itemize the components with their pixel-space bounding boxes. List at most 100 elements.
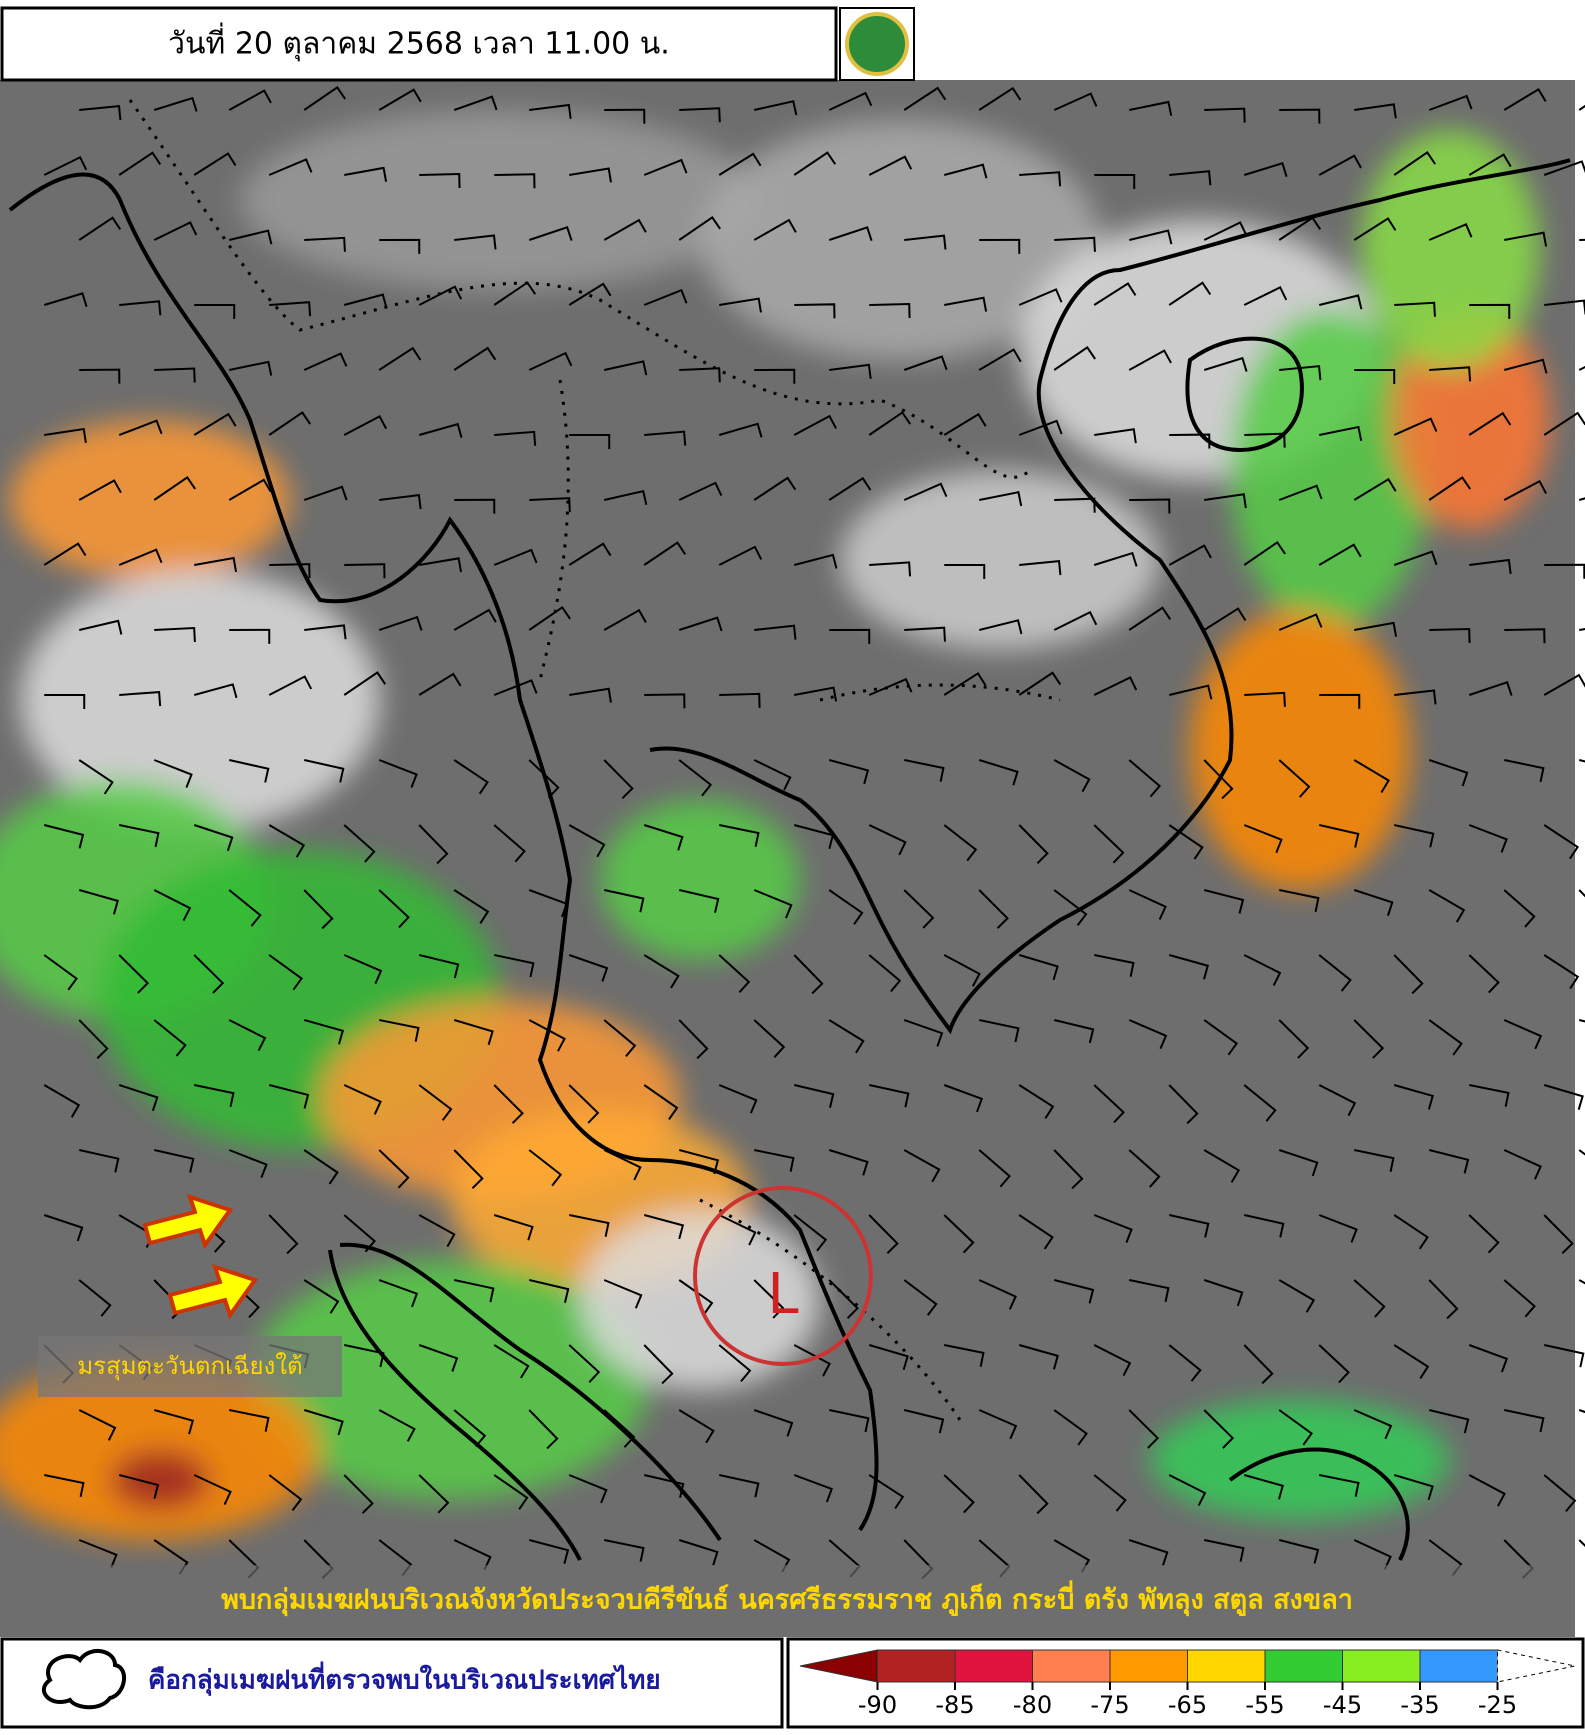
wind-barb — [493, 548, 538, 566]
wind-barb — [153, 96, 198, 112]
scale-tick-label: -80 — [1013, 1691, 1052, 1719]
wind-barb — [78, 1279, 112, 1317]
wind-barb — [1244, 432, 1286, 448]
wind-barb — [678, 481, 723, 501]
cloud — [240, 110, 760, 290]
wind-barb — [1578, 889, 1585, 898]
wind-barb — [944, 296, 988, 312]
wind-barb — [904, 759, 945, 782]
wind-barb — [528, 606, 571, 631]
wind-barb — [119, 300, 162, 316]
wind-barb — [343, 1474, 374, 1514]
wind-barb — [1504, 231, 1548, 247]
wind-barb — [1204, 1539, 1245, 1563]
wind-barb — [1393, 954, 1424, 995]
wind-barb — [1319, 824, 1360, 848]
wind-barb — [1278, 613, 1323, 631]
wind-barb — [1053, 610, 1098, 631]
wind-barb — [418, 1084, 453, 1121]
wind-barb — [1168, 281, 1212, 306]
wind-barb — [304, 236, 346, 252]
wind-barb — [119, 824, 160, 848]
wind-barb — [1393, 1084, 1434, 1110]
legend-label: คือกลุ่มเมฆฝนที่ตรวจพบในบริเวณประเทศไทย — [148, 1661, 661, 1697]
wind-barb — [868, 1344, 909, 1371]
cloud — [1230, 310, 1430, 630]
wind-barb — [978, 1149, 1011, 1188]
wind-barb — [1353, 217, 1397, 241]
wind-barb — [379, 1019, 420, 1042]
wind-barb — [343, 414, 388, 436]
wind-barb — [1094, 954, 1135, 977]
wind-barb — [228, 478, 272, 501]
wind-barb — [43, 954, 78, 991]
wind-barb — [454, 498, 496, 514]
wind-barb — [194, 303, 236, 319]
wind-barb — [78, 889, 119, 915]
wind-barb — [1503, 358, 1548, 374]
wind-barb — [529, 1279, 570, 1303]
wind-barb — [153, 476, 196, 501]
wind-barb — [493, 1084, 524, 1124]
wind-barb — [1544, 1344, 1585, 1368]
cloud — [20, 570, 380, 830]
wind-barb — [978, 759, 1019, 786]
wind-barb — [868, 824, 907, 856]
wind-barb — [378, 1409, 416, 1442]
wind-barb — [1393, 1344, 1430, 1379]
wind-barb — [493, 824, 526, 863]
wind-barb — [379, 238, 421, 254]
wind-barb — [568, 1084, 600, 1124]
wind-barb — [1243, 1474, 1284, 1500]
wind-barb — [603, 608, 647, 631]
wind-barb — [1018, 1344, 1059, 1370]
cloud-symbol — [41, 1649, 126, 1710]
wind-barb — [828, 889, 864, 925]
wind-barb — [1279, 108, 1321, 124]
wind-barb — [903, 889, 935, 929]
scale-swatch — [1419, 1649, 1498, 1683]
wind-barb — [194, 556, 238, 573]
cloud — [110, 1450, 210, 1510]
wind-barb — [419, 173, 461, 189]
wind-barb — [1203, 1409, 1235, 1449]
wind-barb — [493, 1474, 529, 1510]
wind-barb — [753, 1279, 785, 1319]
wind-barb — [304, 624, 347, 640]
wind-barb — [1168, 954, 1210, 980]
wind-barb — [719, 297, 762, 313]
wind-barb — [979, 1019, 1020, 1043]
wind-barb — [978, 348, 1022, 371]
wind-barb — [793, 824, 835, 850]
wind-barb — [568, 1474, 608, 1504]
wind-barb — [418, 1214, 456, 1248]
wind-barb — [604, 889, 645, 913]
wind-barb — [1128, 349, 1172, 371]
wind-barb — [229, 1409, 270, 1432]
wind-barb — [753, 476, 797, 501]
wind-barb — [1353, 477, 1397, 501]
wind-barb — [1393, 417, 1438, 436]
wind-barb — [1053, 759, 1091, 793]
wind-barb — [1093, 282, 1137, 306]
wind-barb — [303, 1279, 340, 1314]
wind-barb — [79, 368, 121, 384]
wind-barb — [568, 954, 609, 982]
wind-barb — [753, 1409, 794, 1437]
wind-barb — [1093, 676, 1138, 696]
wind-barb — [903, 1019, 944, 1047]
wind-barb — [1093, 1344, 1132, 1377]
scale-swatch — [1109, 1649, 1188, 1683]
wind-barb — [568, 1344, 601, 1384]
wind-barb — [494, 173, 536, 189]
wind-barb — [1278, 484, 1323, 501]
wind-barb — [528, 1409, 559, 1450]
wind-barb — [754, 100, 798, 116]
wind-barb — [644, 693, 686, 709]
wind-barb — [603, 1149, 642, 1181]
wind-barb — [528, 889, 569, 918]
wind-barb — [378, 88, 422, 111]
wind-barb — [194, 1084, 235, 1108]
wind-barb — [493, 281, 537, 306]
wind-barb — [1318, 954, 1352, 992]
